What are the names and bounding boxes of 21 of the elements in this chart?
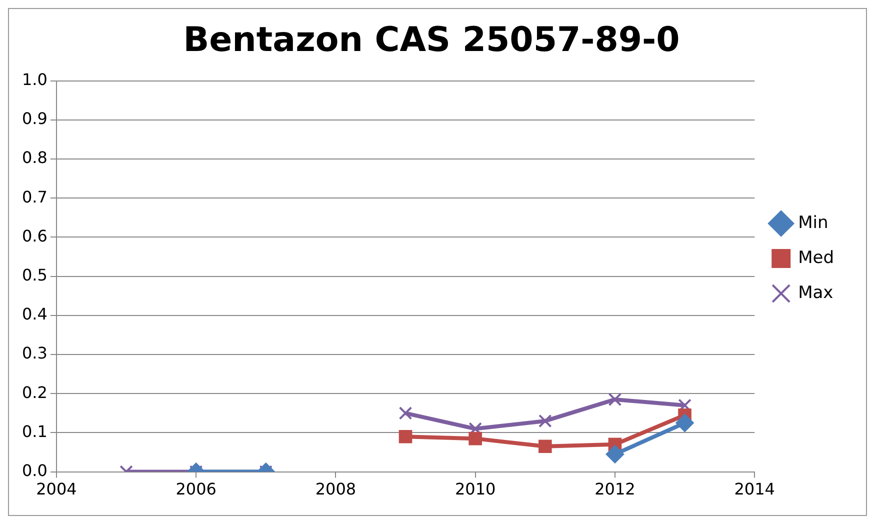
- y-tick-label: 0.0: [22, 460, 48, 480]
- y-tick-label: 0.4: [22, 304, 48, 324]
- y-tick-label: 0.1: [22, 422, 48, 441]
- y-tick-label: 0.3: [22, 344, 48, 363]
- y-tick-label: 0.9: [22, 109, 48, 128]
- x-tick-label: 2004: [36, 480, 77, 499]
- y-tick-label: 1.0: [22, 70, 48, 89]
- x-tick-label: 2010: [454, 480, 496, 499]
- chart-title: Bentazon CAS 25057-89-0: [183, 20, 680, 60]
- legend-label: Med: [798, 248, 834, 268]
- y-tick-label: 0.2: [22, 382, 48, 402]
- legend-label: Min: [798, 212, 828, 233]
- x-tick-label: 2014: [734, 480, 775, 499]
- y-tick-label: 0.5: [22, 265, 48, 284]
- legend-label: Max: [798, 282, 834, 303]
- y-tick-label: 0.8: [22, 148, 48, 168]
- x-tick-label: 2008: [315, 480, 356, 499]
- y-tick-label: 0.7: [22, 187, 48, 206]
- y-tick-label: 0.6: [22, 226, 48, 246]
- x-tick-label: 2006: [176, 480, 216, 499]
- x-tick-label: 2012: [594, 480, 636, 499]
